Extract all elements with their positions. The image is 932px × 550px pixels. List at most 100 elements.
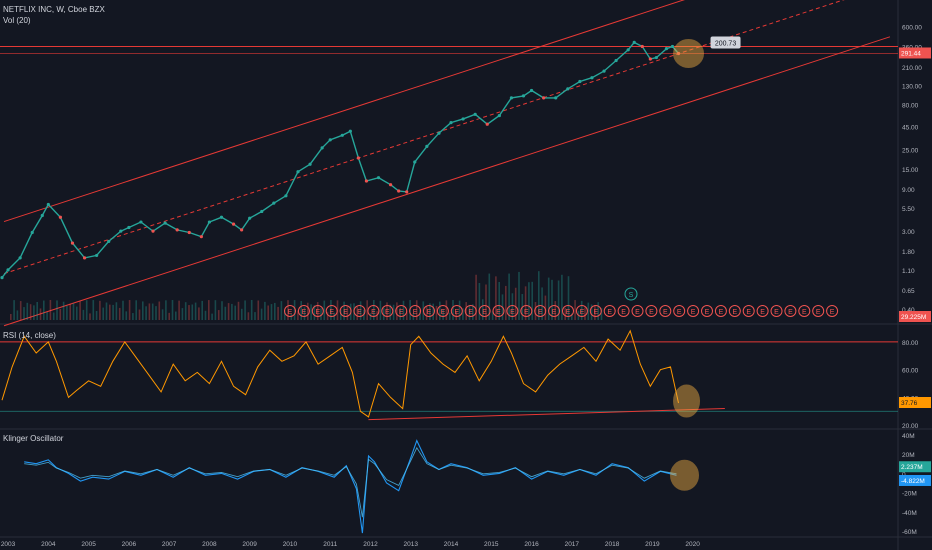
price-point xyxy=(676,51,681,56)
earnings-marker: E xyxy=(506,305,519,317)
volume-bar xyxy=(594,305,596,320)
price-axis-tick: 45.00 xyxy=(902,125,919,132)
volume-bar xyxy=(231,303,233,320)
symbol-title[interactable]: NETFLIX INC, W, Cboe BZX xyxy=(3,5,105,14)
price-point xyxy=(497,113,501,118)
marker-label: E xyxy=(774,309,779,316)
earnings-marker: E xyxy=(770,305,783,317)
earnings-marker: E xyxy=(548,305,561,317)
volume-bar xyxy=(217,310,220,320)
volume-bar xyxy=(455,311,458,320)
klinger-signal-label: -4.822M xyxy=(899,474,931,486)
marker-circle xyxy=(742,305,755,317)
volume-bar xyxy=(290,313,293,320)
volume-bar xyxy=(85,300,88,320)
rsi-value-label-box xyxy=(899,397,931,408)
volume-bar xyxy=(92,300,95,320)
klinger-axis-tick: 20M xyxy=(902,452,915,459)
earnings-marker: E xyxy=(575,305,588,317)
marker-circle xyxy=(701,305,713,317)
volume-bar xyxy=(76,306,78,320)
volume-bar xyxy=(122,300,124,320)
channel-line xyxy=(3,0,685,223)
volume-bar xyxy=(531,281,533,320)
marker-label: E xyxy=(538,309,543,316)
volume-bar xyxy=(600,308,603,320)
klinger-signal-label-text: -4.822M xyxy=(901,478,925,485)
price-point xyxy=(473,112,477,116)
earnings-marker: E xyxy=(728,305,741,317)
klinger-line xyxy=(24,439,677,534)
volume-bar xyxy=(56,300,58,320)
price-point xyxy=(40,213,44,218)
klinger-value-label-box xyxy=(899,461,931,473)
volume-bar xyxy=(534,302,537,320)
volume-bar xyxy=(69,303,71,320)
marker-label: E xyxy=(524,309,529,316)
marker-label: E xyxy=(607,309,612,316)
price-point xyxy=(364,179,369,183)
marker-label: E xyxy=(802,309,807,316)
volume-bar xyxy=(313,305,316,320)
earnings-marker: E xyxy=(631,305,644,317)
price-point xyxy=(397,189,401,193)
earnings-marker: E xyxy=(701,305,713,317)
marker-circle xyxy=(812,305,825,317)
rsi-value-label-text: 37.76 xyxy=(901,400,918,407)
price-axis-tick: 5.50 xyxy=(902,206,915,213)
price-point xyxy=(151,229,155,233)
volume-bar xyxy=(135,300,137,320)
volume-bar xyxy=(39,308,42,320)
price-point xyxy=(529,88,534,93)
volume-legend[interactable]: Vol (20) xyxy=(3,16,31,25)
rsi-line xyxy=(1,329,679,418)
rsi-value-label: 37.76 xyxy=(899,397,931,408)
rsi-highlight xyxy=(673,384,701,418)
earnings-marker: E xyxy=(520,305,533,317)
klinger-title[interactable]: Klinger Oscillator xyxy=(3,434,64,443)
volume-bar xyxy=(165,300,167,320)
volume-bar xyxy=(389,304,392,320)
chart-legend: NETFLIX INC, W, Cboe BZX Vol (20) xyxy=(3,4,105,26)
marker-circle xyxy=(339,305,352,317)
price-point xyxy=(296,170,300,174)
marker-label: E xyxy=(399,309,404,316)
price-point xyxy=(260,209,264,214)
price-point xyxy=(437,131,441,135)
volume-bar xyxy=(547,277,550,320)
price-point xyxy=(95,253,99,258)
earnings-marker: E xyxy=(353,305,366,317)
price-point xyxy=(664,47,669,51)
earnings-marker: E xyxy=(381,305,394,317)
price-point xyxy=(119,229,123,233)
price-point xyxy=(590,76,594,80)
price-point xyxy=(521,94,526,98)
volume-bar xyxy=(13,300,15,320)
volume-bar xyxy=(310,304,312,320)
earnings-marker: E xyxy=(617,305,630,317)
marker-label: E xyxy=(454,309,459,316)
volume-bar xyxy=(475,274,477,320)
volume-bar xyxy=(109,304,111,320)
time-axis-tick: 2009 xyxy=(242,541,257,548)
volume-bar xyxy=(445,300,448,320)
marker-circle xyxy=(367,305,380,317)
price-point xyxy=(449,121,453,125)
volume-bar xyxy=(26,302,29,320)
volume-bar xyxy=(514,287,517,320)
volume-bar xyxy=(386,302,388,320)
marker-circle xyxy=(520,305,533,317)
volume-bar xyxy=(369,313,372,320)
volume-bar xyxy=(402,300,405,320)
earnings-marker: E xyxy=(812,305,825,317)
price-point xyxy=(30,230,34,235)
klinger-signal-label-box xyxy=(899,474,931,486)
rsi-title[interactable]: RSI (14, close) xyxy=(3,331,56,340)
volume-bar xyxy=(270,304,273,320)
marker-label: E xyxy=(552,309,557,316)
price-point xyxy=(405,190,409,194)
volume-bar xyxy=(105,302,108,320)
klinger-legend: Klinger Oscillator xyxy=(3,433,63,444)
